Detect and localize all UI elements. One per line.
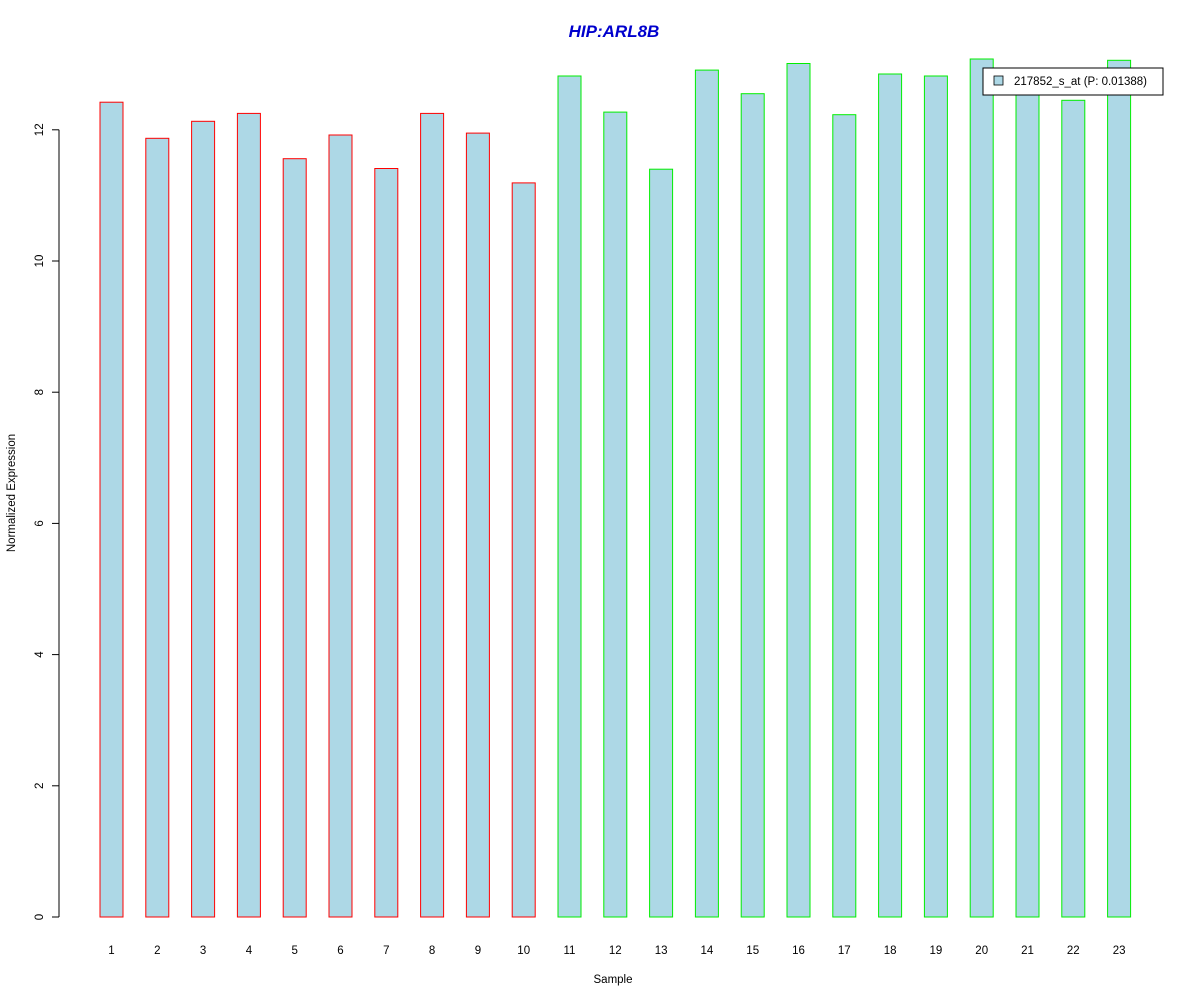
x-tick-label: 11 [564, 945, 576, 957]
y-axis-label: Normalized Expression [6, 434, 18, 552]
x-tick-label: 22 [1067, 945, 1080, 957]
x-tick-label: 2 [154, 945, 160, 957]
x-tick-label: 16 [792, 945, 805, 957]
bar-sample-18 [878, 73, 903, 918]
bar-sample-14 [694, 69, 719, 918]
bar-sample-13 [649, 168, 674, 918]
bar-sample-23 [1107, 59, 1132, 918]
y-tick-label: 12 [34, 123, 46, 136]
legend-swatch [993, 75, 1004, 86]
x-tick-label: 3 [200, 945, 206, 957]
x-tick-label: 18 [884, 945, 897, 957]
bar-sample-4 [236, 112, 261, 918]
bar-sample-9 [465, 132, 490, 918]
bar-sample-7 [374, 168, 399, 918]
bar-sample-6 [328, 134, 353, 918]
bars [99, 58, 1132, 918]
y-tick-label: 4 [34, 651, 46, 658]
bar-sample-15 [740, 93, 765, 918]
bar-sample-16 [786, 63, 811, 918]
bar-sample-3 [191, 120, 216, 918]
x-tick-label: 1 [108, 945, 114, 957]
legend-box [982, 67, 1164, 96]
legend: 217852_s_at (P: 0.01388) [982, 67, 1164, 96]
y-axis: 0 2 4 6 8 10 12 [34, 123, 60, 920]
x-tick-labels: 1 2 3 4 5 6 7 8 9 10 11 12 13 14 15 16 17 18 19 20 21 22 23 [108, 945, 1125, 957]
y-tick-label: 6 [34, 520, 46, 526]
x-tick-label: 15 [746, 945, 759, 957]
y-tick-label: 10 [34, 255, 46, 268]
x-tick-label: 12 [609, 945, 622, 957]
x-tick-label: 19 [930, 945, 943, 957]
x-tick-label: 23 [1113, 945, 1126, 957]
bar-sample-10 [511, 182, 536, 918]
bar-sample-17 [832, 114, 857, 918]
bar-sample-11 [557, 75, 582, 918]
x-axis-label: Sample [594, 974, 633, 986]
chart-title: HIP:ARL8B [569, 22, 660, 41]
x-tick-label: 8 [429, 945, 435, 957]
bar-sample-22 [1061, 99, 1086, 918]
bar-sample-21 [1015, 85, 1040, 918]
x-tick-label: 6 [337, 945, 343, 957]
x-tick-label: 13 [655, 945, 668, 957]
x-tick-label: 5 [291, 945, 297, 957]
y-tick-label: 0 [34, 914, 46, 920]
legend-entry: 217852_s_at (P: 0.01388) [1014, 76, 1147, 88]
x-tick-label: 20 [975, 945, 988, 957]
bar-sample-2 [145, 137, 170, 918]
y-tick-label: 8 [34, 389, 46, 395]
x-tick-label: 10 [517, 945, 530, 957]
bar-sample-12 [603, 111, 628, 918]
x-tick-label: 17 [838, 945, 851, 957]
x-tick-label: 4 [246, 945, 253, 957]
x-tick-label: 7 [383, 945, 389, 957]
bar-sample-1 [99, 101, 124, 918]
x-tick-label: 9 [475, 945, 481, 957]
bar-sample-5 [282, 158, 307, 918]
bar-sample-20 [969, 58, 994, 918]
bar-sample-8 [420, 112, 445, 918]
x-tick-label: 21 [1021, 945, 1034, 957]
y-tick-label: 2 [34, 783, 46, 789]
bar-sample-19 [923, 75, 948, 918]
x-tick-label: 14 [701, 945, 714, 957]
